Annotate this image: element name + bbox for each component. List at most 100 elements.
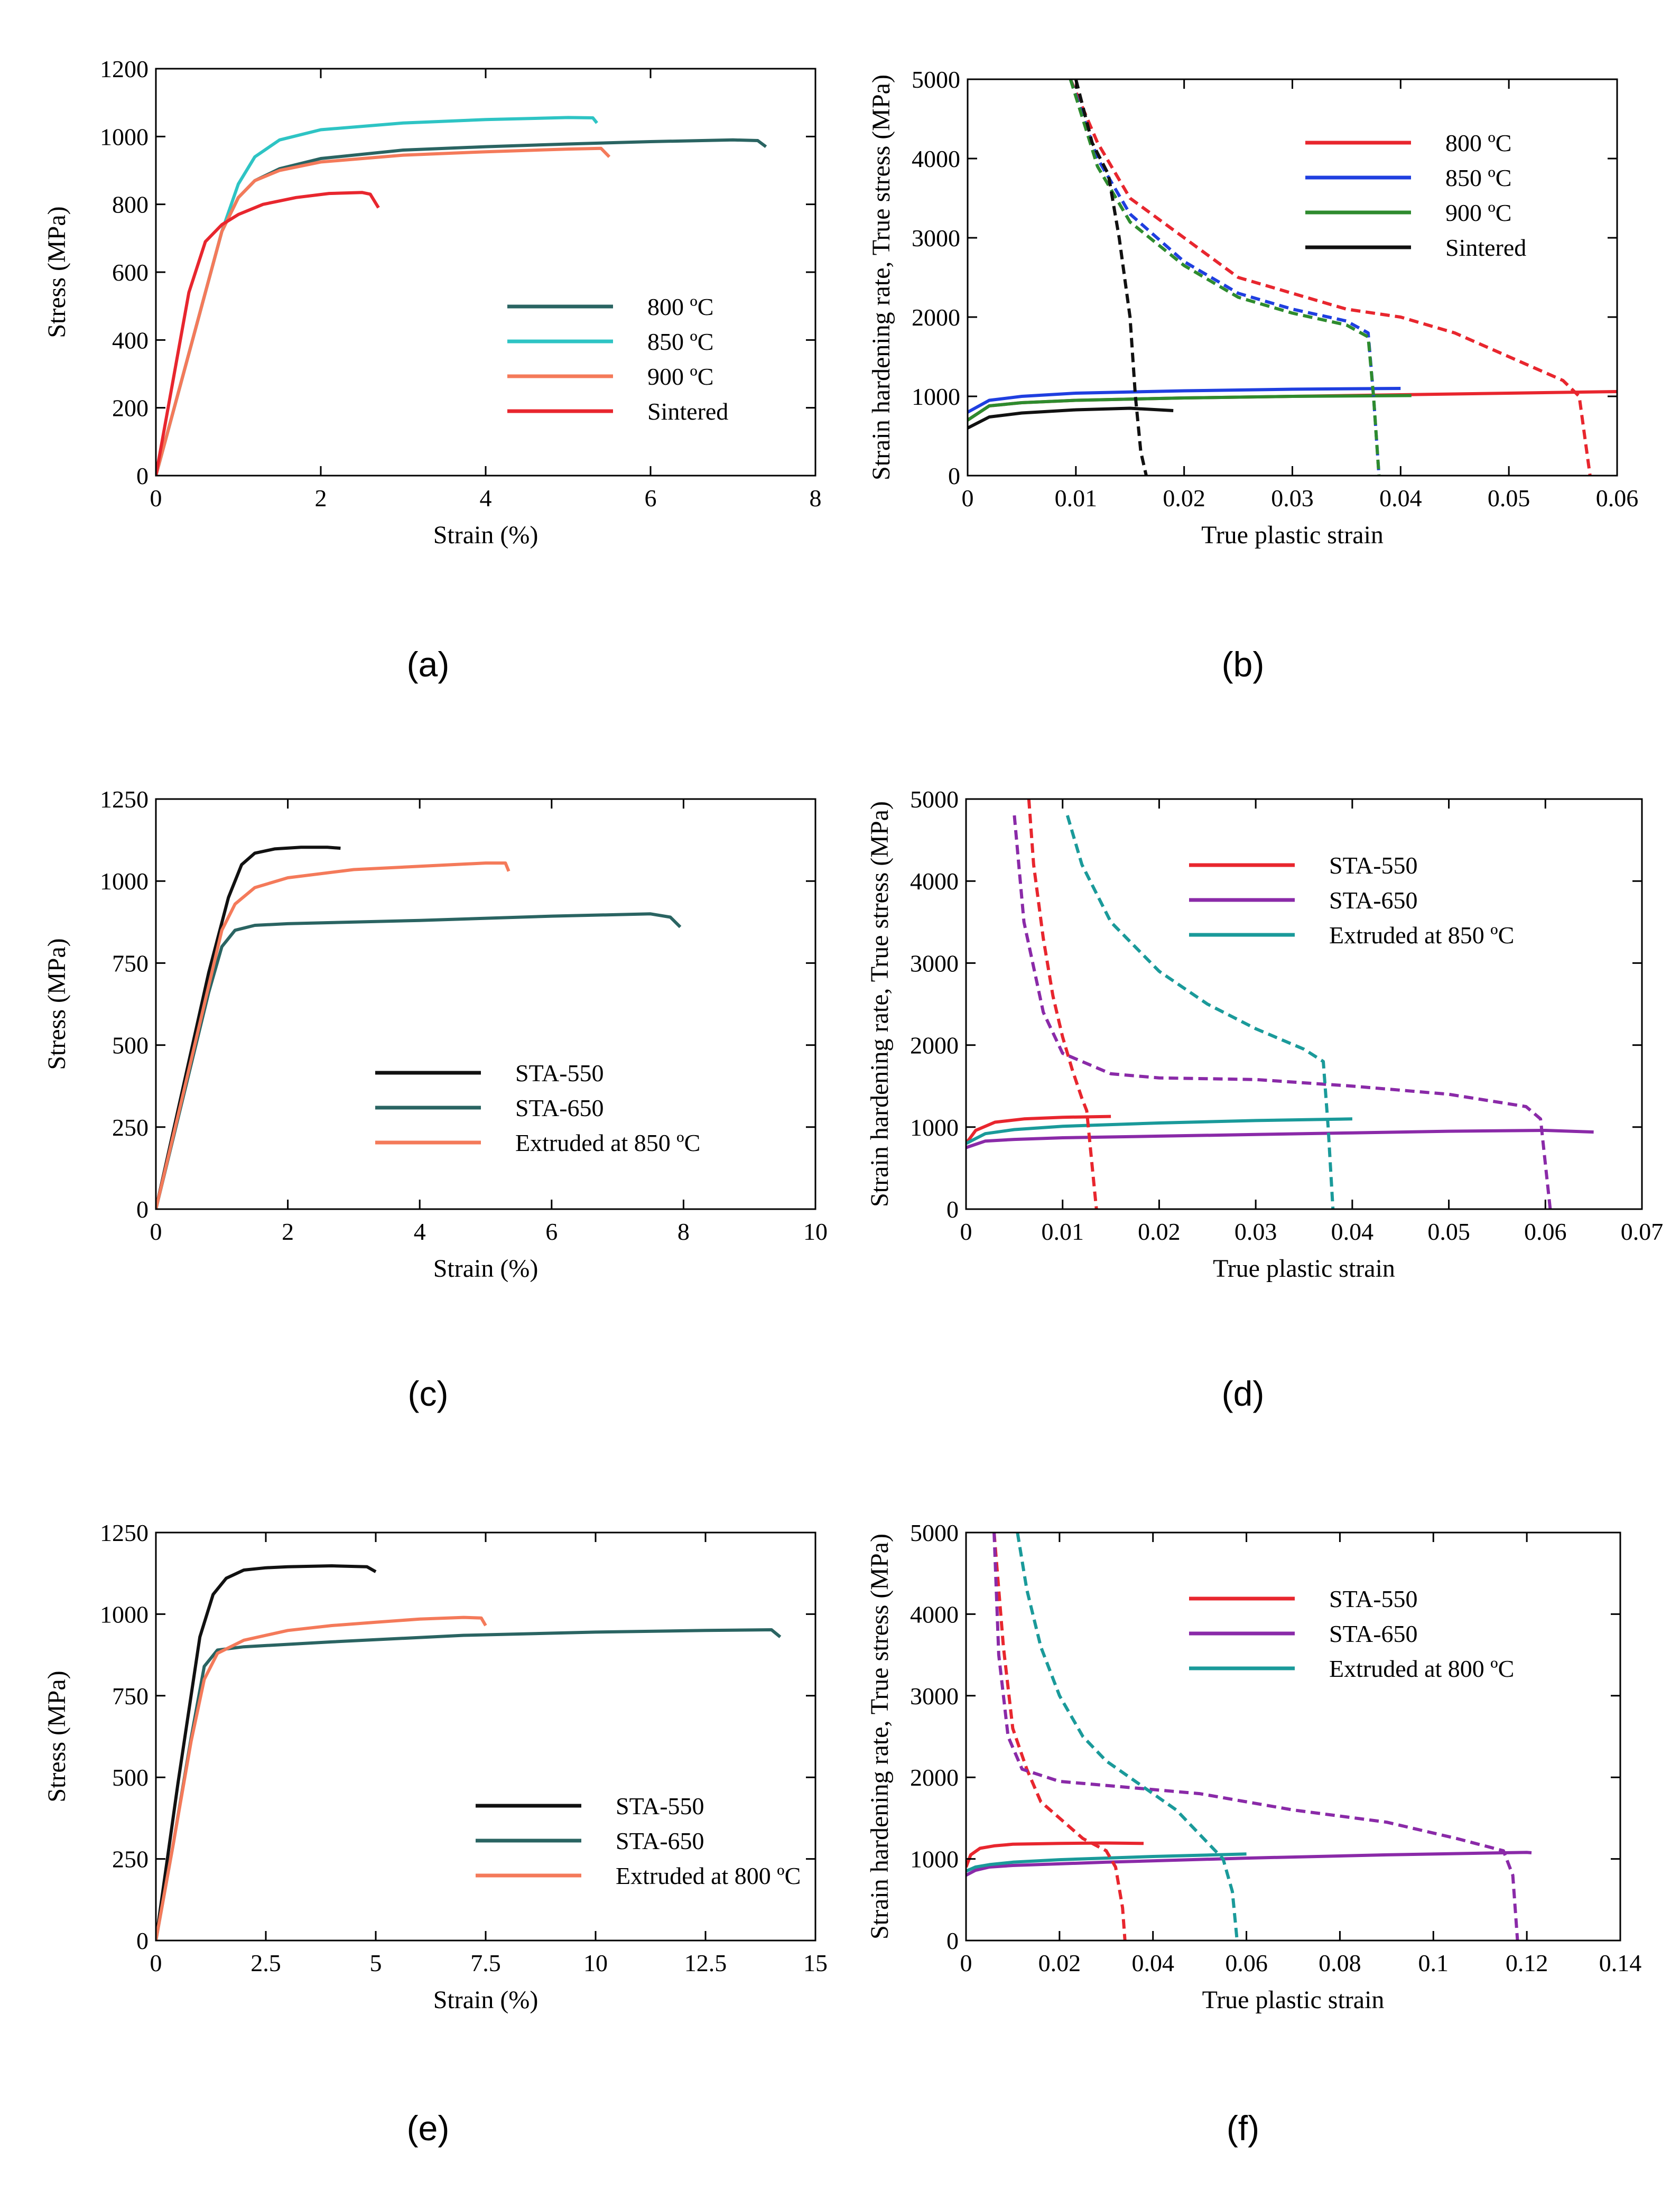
plot-frame-b (967, 78, 1618, 477)
x-tick-label-b: 0 (962, 485, 974, 512)
x-tick-label-d: 0 (960, 1218, 972, 1245)
caption-d: (d) (1222, 1374, 1265, 1413)
x-tick-label-d: 0.07 (1621, 1218, 1664, 1245)
series-line-a-sintered (156, 191, 380, 476)
chart-e: 0 2.5 5 7.5 10 12.5 15 0 250 500 750 1000 1250 Strain… (43, 1519, 828, 2148)
x-tick-label-d: 0.02 (1138, 1218, 1181, 1245)
legend-b: 800 ºC 850 ºC 900 ºC Sintered (1305, 129, 1526, 261)
x-tick-label-b: 0.03 (1271, 485, 1314, 512)
series-line-d-extruded-at-850-c (966, 1117, 1352, 1145)
chart-f: 0 0.02 0.04 0.06 0.08 0.1 0.12 0.14 0 1000 2000 300… (866, 1519, 1641, 2148)
chart-a: 0 2 4 6 8 0 200 400 600 800 1000 1200 Strain (%) Stre… (43, 55, 822, 684)
y-tick-label-b: 2000 (912, 304, 960, 331)
x-tick-label-e: 0 (150, 1949, 162, 1976)
y-tick-label-b: 4000 (912, 145, 960, 172)
y-tick-label-e: 1000 (100, 1601, 148, 1628)
y-tick-label-e: 250 (112, 1846, 148, 1873)
series-line-c-extruded-at-850-c (156, 861, 511, 1210)
caption-a: (a) (407, 645, 450, 684)
legend-label-e-sta-650: STA-650 (616, 1827, 704, 1854)
chart-d: 0 0.01 0.02 0.03 0.04 0.05 0.06 0.07 0 1000 2000 30… (866, 786, 1663, 1413)
legend-f: STA-550 STA-650 Extruded at 800 ºC (1189, 1585, 1514, 1682)
x-tick-label-e: 12.5 (684, 1949, 727, 1976)
series-line-d-sta-550-hardening (1027, 799, 1098, 1210)
series-line-d-sta-550 (966, 1115, 1111, 1145)
y-tick-label-c: 250 (112, 1114, 148, 1141)
y-tick-label-c: 1250 (100, 786, 148, 813)
legend-label-f-extruded-at-800-c: Extruded at 800 ºC (1329, 1655, 1514, 1682)
series-line-b-850-c-hardening (1069, 79, 1381, 476)
x-axis-label-d: True plastic strain (1213, 1255, 1395, 1283)
legend-a: 800 ºC 850 ºC 900 ºC Sintered (507, 293, 728, 425)
x-tick-label-b: 0.02 (1163, 485, 1205, 512)
series-line-f-sta-550-hardening (992, 1532, 1127, 1941)
legend-d: STA-550 STA-650 Extruded at 850 ºC (1189, 852, 1514, 949)
y-tick-label-f: 4000 (910, 1601, 959, 1628)
x-tick-label-b: 0.01 (1055, 485, 1098, 512)
x-tick-label-e: 5 (370, 1949, 382, 1976)
y-tick-label-c: 750 (112, 950, 148, 977)
series-line-d-sta-650 (966, 1129, 1594, 1149)
y-tick-label-a: 1200 (100, 55, 148, 82)
series-line-b-sintered (968, 406, 1174, 430)
x-axis-label-b: True plastic strain (1201, 521, 1384, 549)
plot-frame-f (965, 1531, 1621, 1942)
y-tick-label-a: 200 (112, 395, 148, 422)
y-tick-label-b: 1000 (912, 383, 960, 410)
series-line-e-sta-650 (156, 1628, 782, 1941)
x-tick-label-f: 0.08 (1319, 1949, 1361, 1976)
y-tick-label-d: 5000 (910, 786, 959, 813)
series-line-f-sta-550 (966, 1841, 1144, 1868)
x-tick-label-c: 8 (677, 1218, 690, 1245)
series-line-d-extruded-at-850-c-hardening (1065, 815, 1335, 1210)
y-tick-label-d: 4000 (910, 868, 959, 895)
x-tick-label-f: 0.04 (1131, 1949, 1174, 1976)
y-tick-label-e: 750 (112, 1683, 148, 1710)
legend-label-f-sta-550: STA-550 (1329, 1585, 1418, 1612)
x-tick-label-f: 0.12 (1506, 1949, 1548, 1976)
y-axis-label-d: Strain hardening rate, True stress (MPa) (866, 801, 894, 1207)
legend-label-d-sta-550: STA-550 (1329, 852, 1418, 879)
series-line-a-850-c (156, 116, 598, 476)
y-tick-label-c: 0 (136, 1196, 148, 1223)
caption-c: (c) (408, 1374, 449, 1413)
y-axis-label-e: Stress (MPa) (43, 1670, 71, 1802)
x-tick-label-f: 0.14 (1599, 1949, 1642, 1976)
y-tick-label-d: 0 (946, 1196, 959, 1223)
x-tick-label-e: 10 (583, 1949, 608, 1976)
y-tick-label-e: 1250 (100, 1519, 148, 1546)
x-tick-label-c: 0 (150, 1218, 162, 1245)
x-tick-label-d: 0.05 (1427, 1218, 1470, 1245)
legend-c: STA-550 STA-650 Extruded at 850 ºC (375, 1060, 700, 1156)
x-tick-label-a: 4 (480, 485, 492, 512)
x-tick-label-b: 0.05 (1488, 485, 1530, 512)
y-axis-label-a: Stress (MPa) (43, 206, 71, 338)
y-tick-label-c: 1000 (100, 868, 148, 895)
x-tick-label-f: 0 (960, 1949, 972, 1976)
legend-label-c-sta-650: STA-650 (515, 1094, 604, 1121)
series-line-d-sta-650-hardening (1013, 815, 1552, 1210)
x-tick-label-b: 0.06 (1596, 485, 1639, 512)
x-axis-label-f: True plastic strain (1202, 1986, 1385, 2014)
y-tick-label-f: 5000 (910, 1519, 959, 1546)
legend-label-b-850-c: 850 ºC (1445, 164, 1511, 191)
series-line-e-extruded-at-800-c (156, 1616, 487, 1941)
x-tick-label-b: 0.04 (1379, 485, 1422, 512)
x-axis-label-c: Strain (%) (433, 1255, 539, 1283)
x-tick-label-a: 0 (150, 485, 162, 512)
legend-label-a-900-c: 900 ºC (647, 363, 713, 390)
series-line-e-sta-550 (156, 1564, 377, 1941)
x-tick-label-e: 7.5 (470, 1949, 501, 1976)
legend-label-f-sta-650: STA-650 (1329, 1620, 1418, 1647)
y-tick-label-a: 400 (112, 327, 148, 354)
x-tick-label-d: 0.04 (1331, 1218, 1374, 1245)
y-axis-label-b: Strain hardening rate, True stress (MPa) (867, 75, 895, 480)
x-tick-label-e: 2.5 (250, 1949, 281, 1976)
series-line-b-850-c (968, 387, 1401, 414)
legend-label-a-800-c: 800 ºC (647, 293, 713, 320)
x-tick-label-d: 0.01 (1041, 1218, 1084, 1245)
y-tick-label-b: 0 (948, 462, 960, 489)
series-line-f-sta-650 (966, 1851, 1532, 1877)
y-tick-label-b: 5000 (912, 66, 960, 93)
x-tick-label-c: 4 (414, 1218, 426, 1245)
